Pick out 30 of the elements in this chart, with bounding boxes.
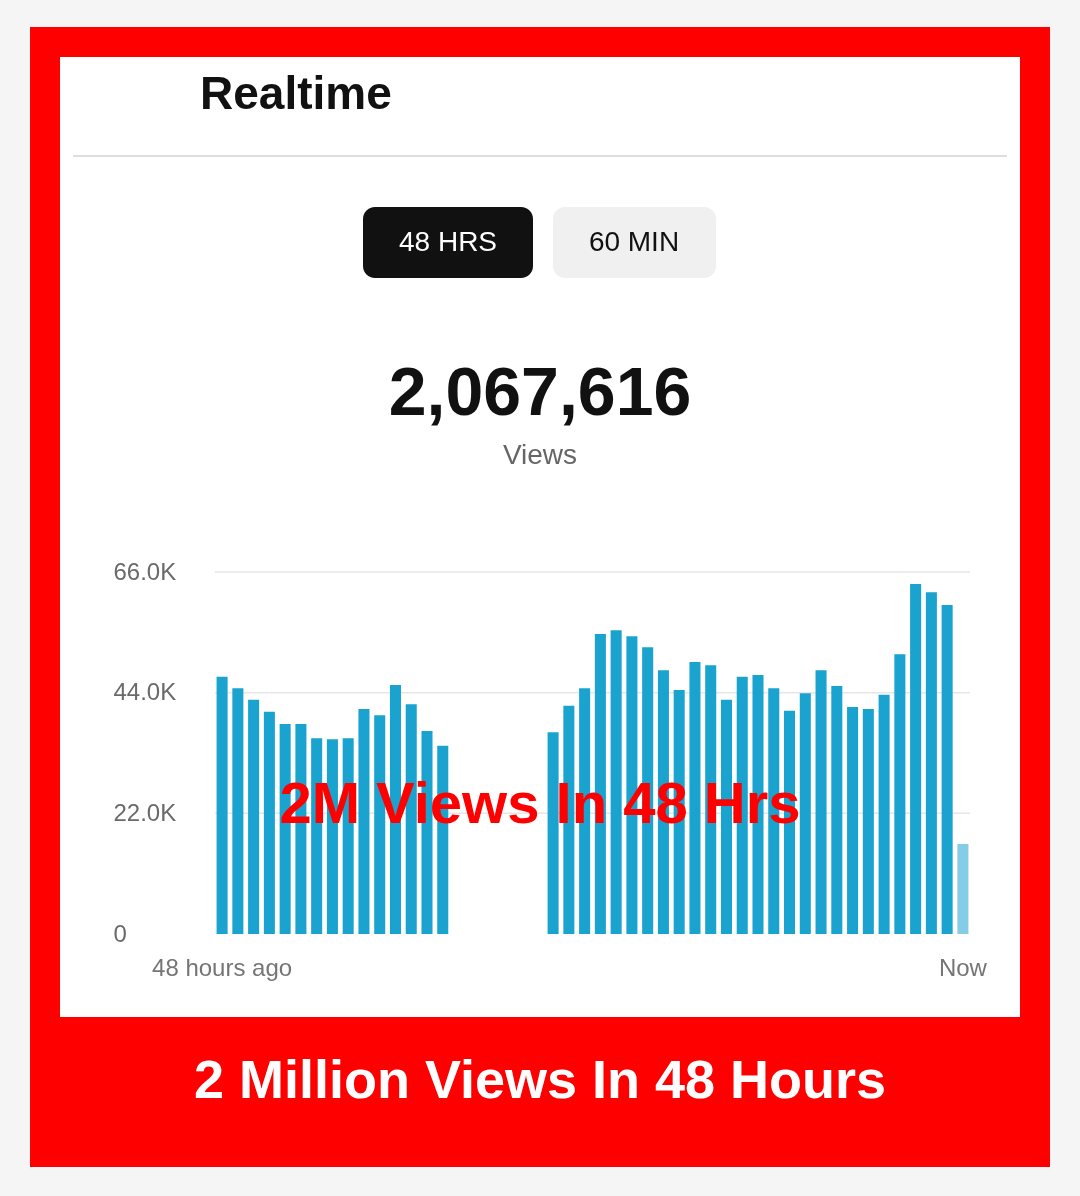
bar	[957, 844, 969, 934]
bar	[263, 711, 275, 934]
bar	[894, 654, 906, 934]
bar	[831, 686, 843, 934]
bar	[610, 630, 622, 934]
bar	[910, 584, 922, 934]
y-tick-label: 44.0K	[113, 678, 177, 706]
bar	[216, 676, 228, 934]
bar	[232, 688, 244, 934]
x-tick-label: 48 hours ago	[152, 953, 293, 981]
x-tick-label: Now	[938, 953, 988, 981]
bar	[925, 592, 937, 934]
bar	[941, 604, 953, 934]
text: Views	[502, 439, 578, 470]
bar	[815, 670, 827, 934]
text: 2 Million Views In 48 Hours	[193, 1049, 887, 1109]
y-tick-label: 66.0K	[113, 557, 177, 585]
bar	[689, 661, 701, 934]
chart-title: Realtime	[200, 67, 392, 119]
bar	[847, 706, 859, 934]
bar	[248, 699, 260, 934]
y-tick-label: 0	[113, 919, 127, 947]
bar	[878, 694, 890, 934]
bar	[862, 709, 874, 934]
bar	[358, 709, 370, 934]
text: 60 MIN	[588, 226, 680, 257]
text: 48 HRS	[398, 226, 498, 257]
text: 2,067,616	[388, 353, 692, 429]
bar	[799, 693, 811, 934]
y-tick-label: 22.0K	[113, 798, 177, 826]
